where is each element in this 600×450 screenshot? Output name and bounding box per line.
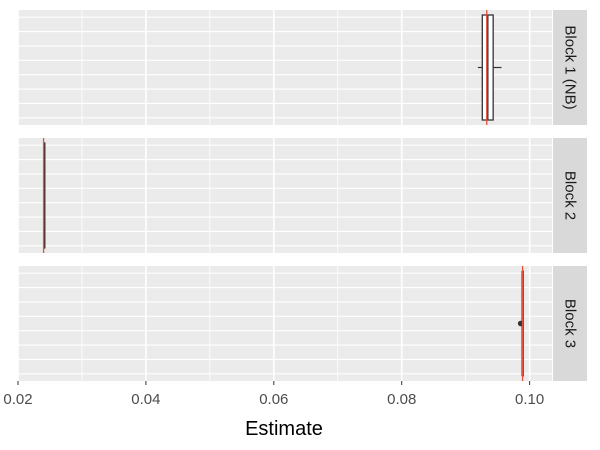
panel-background bbox=[18, 10, 552, 125]
facet-strip bbox=[553, 10, 587, 125]
facet-strip bbox=[553, 138, 587, 253]
facet-panel: Block 2 bbox=[17, 138, 587, 253]
panels-layer: Block 1 (NB) Block 2 Block 3 bbox=[17, 10, 587, 381]
x-axis-title: Estimate bbox=[245, 418, 323, 440]
facet-strip-label: Block 2 bbox=[562, 171, 579, 220]
facet-strip-label: Block 1 (NB) bbox=[562, 25, 579, 109]
facet-strip bbox=[553, 266, 587, 381]
x-tick-label: 0.08 bbox=[387, 391, 416, 408]
x-tick-label: 0.04 bbox=[131, 391, 160, 408]
x-tick-label: 0.10 bbox=[515, 391, 544, 408]
x-axis: 0.02 0.04 0.06 0.08 0.10 bbox=[3, 381, 544, 408]
x-tick-label: 0.02 bbox=[3, 391, 32, 408]
panel-background bbox=[18, 138, 552, 253]
facet-strip-label: Block 3 bbox=[562, 299, 579, 348]
x-tick-label: 0.06 bbox=[259, 391, 288, 408]
facet-panel: Block 1 (NB) bbox=[17, 10, 587, 125]
facet-panel: Block 3 bbox=[17, 266, 587, 381]
panel-background bbox=[18, 266, 552, 381]
